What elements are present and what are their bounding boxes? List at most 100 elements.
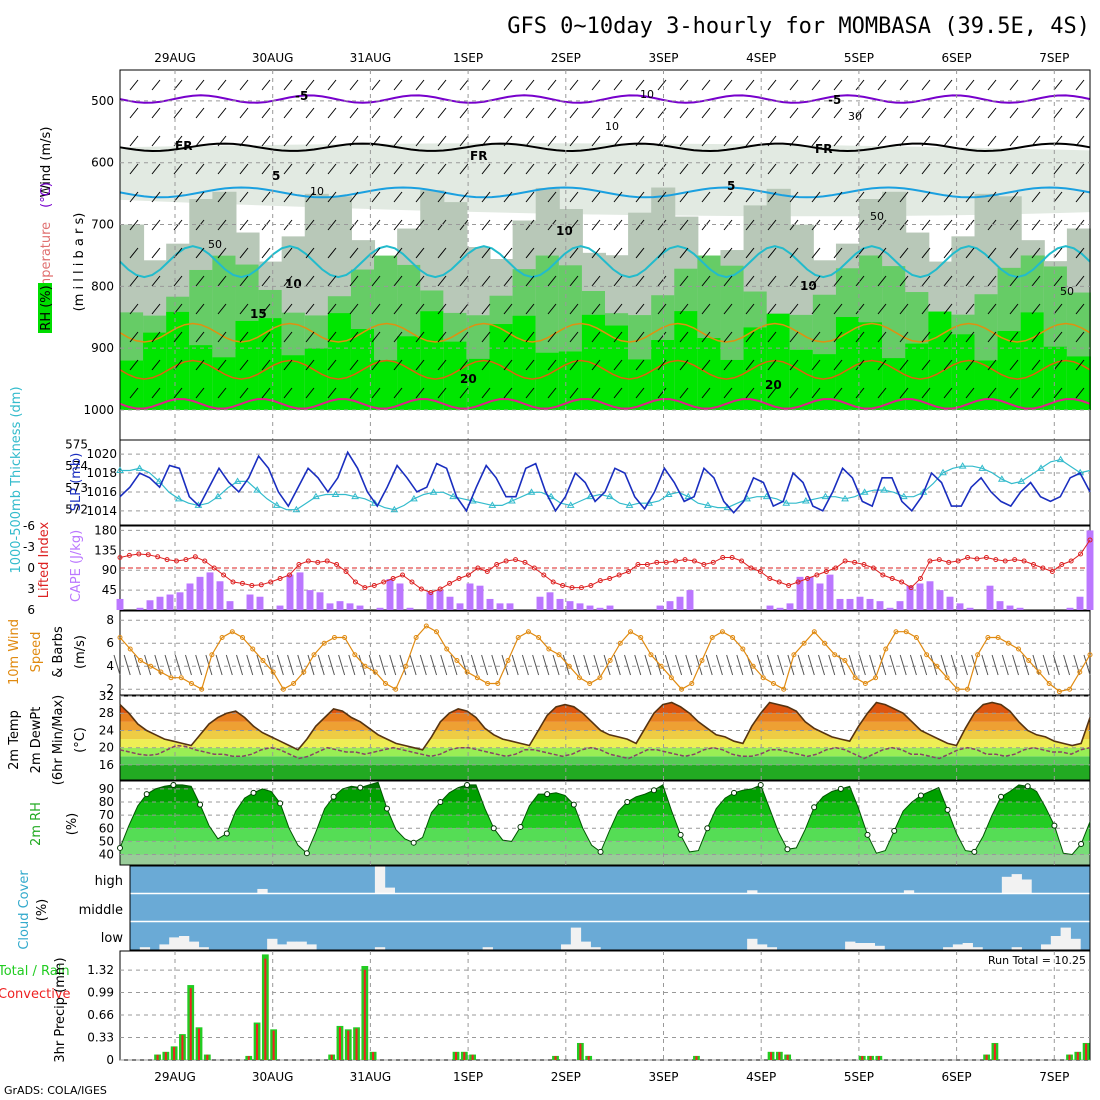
- surface-wind-barb: [552, 654, 560, 676]
- wind-barb: [327, 79, 337, 91]
- wind-barb: [569, 135, 579, 147]
- surface-wind-barb: [460, 654, 468, 676]
- wind-speed-point: [362, 663, 368, 669]
- rh-column-high: [789, 349, 814, 410]
- wind-barb: [965, 275, 975, 287]
- cloud-cell: [1060, 927, 1071, 950]
- wind-barb: [503, 135, 513, 147]
- cape-bar: [286, 574, 294, 610]
- li-point: [908, 585, 914, 591]
- wind-barb: [349, 191, 359, 203]
- surface-wind-barb: [521, 654, 529, 676]
- surface-wind-barb: [450, 654, 458, 676]
- temp-tick: 28: [99, 706, 114, 720]
- li-point: [531, 565, 537, 571]
- cloud-cell: [1070, 938, 1081, 950]
- wind-barb: [437, 331, 447, 343]
- wind-barb: [239, 79, 249, 91]
- wind-barb: [195, 191, 205, 203]
- rh-point: [410, 839, 417, 846]
- wind-barb: [987, 163, 997, 175]
- wind-barb: [393, 135, 403, 147]
- wind-barb: [173, 163, 183, 175]
- wind-barb: [437, 135, 447, 147]
- cloud-cell: [1001, 876, 1013, 893]
- wind-barb: [613, 79, 623, 91]
- rh-point: [330, 793, 337, 800]
- wind-barb: [569, 331, 579, 343]
- thickness-point: [566, 501, 575, 508]
- thickness-point: [703, 501, 712, 508]
- precip-convective-bar: [164, 1052, 167, 1060]
- surface-wind-barb: [419, 654, 427, 676]
- precip-convective-bar: [471, 1054, 474, 1060]
- wind-barb: [569, 359, 579, 371]
- wind-speed-point: [893, 629, 899, 635]
- wind-barb: [899, 359, 909, 371]
- precip-convective-bar: [189, 988, 192, 1060]
- thickness-point: [155, 477, 164, 484]
- surface-wind-barb: [1022, 654, 1030, 676]
- wind-barb: [701, 107, 711, 119]
- surface-wind-barb: [164, 654, 172, 676]
- wind-barb: [1009, 359, 1019, 371]
- li-point: [400, 572, 406, 578]
- wind-barb: [283, 275, 293, 287]
- thickness-slp-panel: 575 574 573 572 1020 1018 1016 1014: [65, 437, 1091, 526]
- cape-bar: [596, 607, 604, 610]
- li-point: [673, 558, 679, 564]
- wind-barb: [1031, 331, 1041, 343]
- wind-barb: [723, 107, 733, 119]
- li-point: [522, 559, 528, 565]
- surface-wind-barb: [991, 654, 999, 676]
- li-point: [343, 569, 349, 574]
- wind-barb: [261, 135, 271, 147]
- precip-convective-bar: [347, 1030, 350, 1060]
- cape-bar: [1076, 596, 1084, 610]
- wind-speed-point: [515, 634, 521, 640]
- li-point: [578, 585, 584, 591]
- surface-wind-barb: [1052, 654, 1060, 676]
- thickness-point: [997, 475, 1006, 482]
- upper-wind-label: Wind (m/s): [39, 127, 54, 198]
- wind-barb: [525, 191, 535, 203]
- wind-speed-point: [158, 669, 164, 675]
- wind-barb: [789, 275, 799, 287]
- cape-bar: [896, 601, 904, 610]
- cape-bar: [686, 590, 694, 610]
- wind-barb: [1009, 303, 1019, 315]
- cape-tick: 90: [102, 563, 117, 577]
- rh-point: [650, 787, 657, 794]
- wind-barb: [767, 359, 777, 371]
- li-point: [927, 558, 933, 564]
- rh-contour-label: 50: [208, 238, 222, 251]
- wind-barb: [943, 135, 953, 147]
- wind-barb: [855, 331, 865, 343]
- wind-barb: [415, 135, 425, 147]
- wind-barb: [151, 359, 161, 371]
- cape-bar: [206, 572, 214, 610]
- dewpoint-line: [119, 744, 1091, 760]
- surface-wind-barb: [879, 654, 887, 676]
- wind-barb: [965, 247, 975, 259]
- cloud-cell: [198, 947, 209, 950]
- li-point: [390, 576, 396, 581]
- li-point: [315, 559, 321, 565]
- rh-point: [837, 785, 844, 792]
- li-point: [786, 583, 792, 588]
- isotherm-label: 10: [285, 277, 302, 291]
- surface-wind-barb: [848, 654, 856, 676]
- wind-barb: [613, 387, 623, 399]
- surface-wind-barb: [430, 654, 438, 676]
- wind-barb: [305, 359, 315, 371]
- wind-barb: [943, 275, 953, 287]
- wind-barb: [965, 331, 975, 343]
- wind-barb: [943, 359, 953, 371]
- wind-barb: [503, 303, 513, 315]
- wind-barb: [503, 331, 513, 343]
- surface-wind-barb: [572, 654, 580, 676]
- surface-wind-barb: [133, 654, 141, 676]
- wind-speed-point: [321, 640, 327, 646]
- wind-barb: [745, 163, 755, 175]
- wind-barb: [877, 135, 887, 147]
